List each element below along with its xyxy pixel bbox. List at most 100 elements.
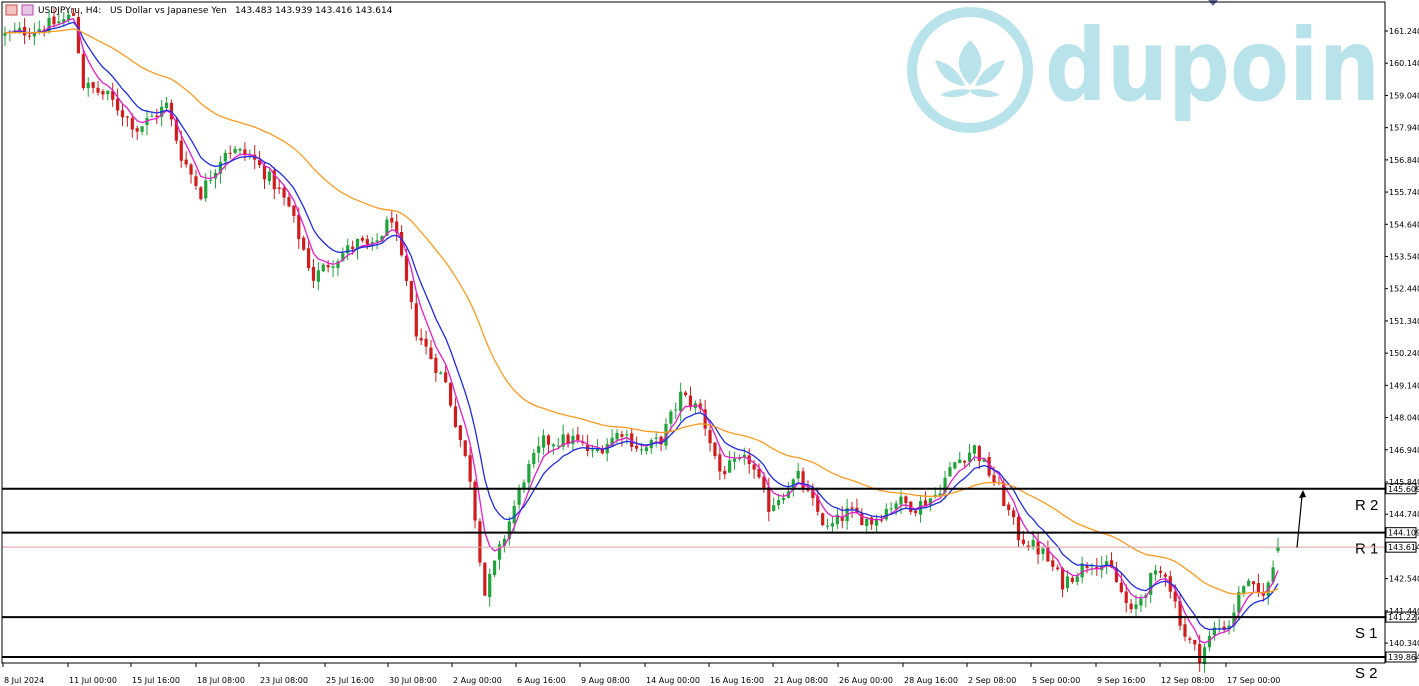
price-tick-label: 156.840 (1389, 156, 1419, 165)
candle-body (923, 500, 928, 506)
candle-body (189, 164, 193, 175)
current-price-tag (1385, 541, 1417, 553)
price-tick-label: 146.940 (1389, 446, 1419, 455)
candle-body (972, 445, 977, 454)
candle-body (365, 239, 369, 245)
candle-body (507, 521, 511, 539)
candle-body (703, 409, 707, 429)
candle-body (331, 266, 335, 268)
candle-body (22, 26, 27, 36)
candle-body (953, 462, 957, 469)
candle-body (52, 16, 56, 25)
candle-body (600, 449, 604, 454)
candle-body (497, 544, 502, 560)
candle-body (904, 496, 908, 504)
candle-body (1036, 541, 1040, 555)
candle-body (1227, 625, 1231, 629)
candle-body (223, 152, 227, 162)
price-tick-label: 153.540 (1389, 252, 1419, 261)
candle-body (111, 91, 115, 100)
candle-body (1163, 574, 1167, 577)
candle-body (576, 434, 580, 440)
candle-body (590, 449, 595, 451)
candle-body (639, 449, 644, 451)
candle-body (1251, 581, 1256, 585)
time-tick-label: 30 Jul 08:00 (389, 676, 437, 685)
time-tick-label: 9 Sep 16:00 (1097, 676, 1145, 685)
price-tick-label: 155.740 (1389, 188, 1419, 197)
candle-body (967, 452, 972, 462)
candle-body (473, 481, 477, 521)
candle-body (42, 29, 46, 32)
candle-body (458, 425, 462, 441)
candle-body (566, 434, 570, 444)
candle-body (1095, 567, 1099, 570)
candle-body (243, 149, 247, 155)
candle-body (1021, 539, 1025, 544)
symbol-icon[interactable] (5, 4, 18, 16)
candle-body (483, 562, 487, 596)
candle-body (1202, 647, 1207, 665)
candle-body (380, 235, 384, 242)
candle-body (1173, 591, 1177, 602)
candle-body (556, 445, 560, 447)
candle-body (1105, 561, 1109, 565)
price-axis[interactable]: 161.240 160.140 159.040 157.940 156.840 155.7… (1385, 27, 1419, 648)
time-tick-label: 6 Aug 16:00 (517, 676, 566, 685)
candle-body (1129, 603, 1133, 610)
candle-body (336, 261, 340, 269)
candle-body (708, 430, 712, 444)
candle-body (1188, 638, 1192, 640)
candle-body (267, 171, 271, 182)
watermark-logo-leaf (940, 89, 970, 98)
candle-body (209, 179, 213, 181)
candle-body (664, 424, 668, 446)
price-tick-label: 151.340 (1389, 317, 1419, 326)
candle-body (752, 464, 756, 470)
candle-body (140, 126, 144, 132)
candle-body (669, 411, 673, 424)
candle-body (899, 496, 903, 505)
price-tick-label: 149.140 (1389, 381, 1419, 390)
candle-body (1276, 547, 1280, 552)
watermark-logo-leaf (935, 60, 965, 86)
candle-body (987, 456, 991, 476)
candle-body (801, 471, 805, 489)
candle-body (346, 245, 350, 254)
candle-body (683, 392, 688, 396)
candle-body (468, 455, 472, 482)
candle-body (439, 372, 443, 374)
level-label: R 2 (1355, 497, 1378, 514)
candle-body (1153, 570, 1158, 575)
candle-body (1026, 545, 1030, 548)
candle-body (96, 87, 100, 93)
candle-body (850, 507, 854, 509)
level-price-tag-text: 139.864 (1388, 653, 1419, 662)
candle-body (424, 338, 428, 347)
candle-body (527, 464, 531, 483)
candle-body (992, 475, 996, 482)
candle-body (62, 19, 66, 23)
level-price-tag-text: 145.609 (1388, 485, 1419, 494)
candle-body (404, 255, 409, 281)
levels-layer: R 2 145.609 R 1 144.109 S 1 141.227 S 2 139.864… (2, 483, 1419, 682)
candle-body (620, 434, 624, 437)
window-icon[interactable] (21, 4, 34, 16)
candle-body (277, 187, 281, 190)
plot-frame (1, 1, 1386, 664)
candle-body (546, 435, 551, 445)
candle-body (262, 165, 267, 180)
candle-body (321, 264, 325, 272)
candle-body (1060, 568, 1065, 590)
candle-body (1178, 600, 1182, 626)
candle-body (169, 102, 174, 120)
candle-body (615, 432, 619, 440)
candle-body (1207, 635, 1212, 648)
candle-body (1012, 510, 1016, 518)
candle-body (914, 510, 918, 514)
price-tick-label: 161.240 (1389, 27, 1419, 36)
candle-body (1193, 639, 1197, 645)
time-axis[interactable]: 8 Jul 2024 11 Jul 00:00 15 Jul 16:00 18 Jul… (2, 663, 1280, 685)
